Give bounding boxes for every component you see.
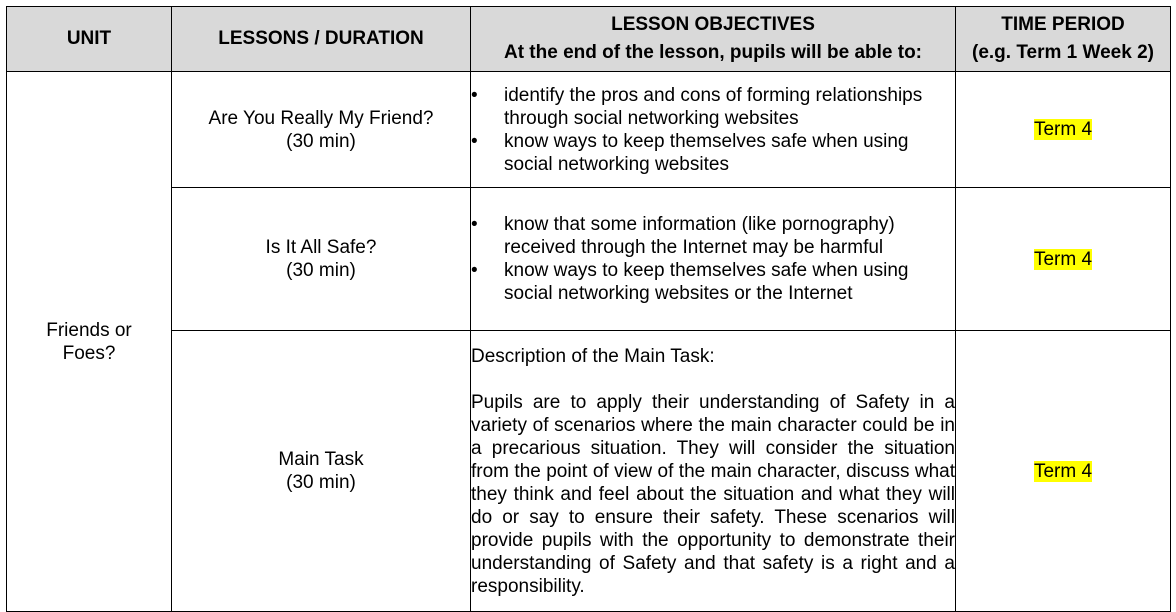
objective-item: • identify the pros and cons of forming … xyxy=(471,84,955,130)
header-time-period: TIME PERIOD (e.g. Term 1 Week 2) xyxy=(955,6,1171,72)
lesson-title: Is It All Safe? xyxy=(265,237,377,258)
lesson-cell: Is It All Safe? (30 min) xyxy=(171,187,471,331)
objective-text: know that some information (like pornogr… xyxy=(504,214,895,258)
lesson-duration: (30 min) xyxy=(286,260,356,281)
term-highlight: Term 4 xyxy=(1033,119,1093,140)
lesson-cell: Main Task (30 min) xyxy=(171,330,471,612)
main-task-heading: Description of the Main Task: xyxy=(471,345,715,367)
header-lessons: LESSONS / DURATION xyxy=(171,6,471,72)
lesson-cell: Are You Really My Friend? (30 min) xyxy=(171,71,471,188)
objective-text: know ways to keep themselves safe when u… xyxy=(504,260,909,304)
objective-item: • know ways to keep themselves safe when… xyxy=(471,130,955,176)
bullet-icon: • xyxy=(471,214,478,235)
objectives-cell: • know that some information (like porno… xyxy=(470,187,956,331)
term-highlight: Term 4 xyxy=(1033,248,1093,270)
objectives-list: • know that some information (like porno… xyxy=(471,213,955,305)
header-objectives-subtitle: At the end of the lesson, pupils will be… xyxy=(503,42,923,63)
main-task-description: Pupils are to apply their understanding … xyxy=(471,391,955,597)
objective-text: identify the pros and cons of forming re… xyxy=(504,84,923,129)
lesson-plan-table: UNIT LESSONS / DURATION LESSON OBJECTIVE… xyxy=(6,6,1171,612)
bullet-icon: • xyxy=(471,130,478,152)
unit-cell: Friends or Foes? xyxy=(6,71,172,612)
lesson-title: Are You Really My Friend? xyxy=(208,107,434,129)
table-row: Friends or Foes? Are You Really My Frien… xyxy=(6,71,1171,612)
header-time-title: TIME PERIOD xyxy=(1001,14,1125,35)
header-row: UNIT LESSONS / DURATION LESSON OBJECTIVE… xyxy=(6,6,1171,72)
term-cell: Term 4 xyxy=(955,330,1171,612)
term-highlight: Term 4 xyxy=(1033,460,1093,482)
main-task-cell: Description of the Main Task: Pupils are… xyxy=(470,330,956,612)
table-row: Is It All Safe? (30 min) • know that som… xyxy=(7,187,1171,331)
lesson-title: Main Task xyxy=(278,449,364,470)
objectives-cell: • identify the pros and cons of forming … xyxy=(470,71,956,188)
objectives-list: • identify the pros and cons of forming … xyxy=(471,84,955,176)
objective-item: • know ways to keep themselves safe when… xyxy=(471,259,955,305)
header-lessons-label: LESSONS / DURATION xyxy=(218,28,424,49)
lesson-duration: (30 min) xyxy=(286,472,356,493)
header-objectives-title: LESSON OBJECTIVES xyxy=(611,14,815,35)
lesson-duration: (30 min) xyxy=(286,130,356,152)
objective-text: know ways to keep themselves safe when u… xyxy=(504,130,909,175)
bullet-icon: • xyxy=(471,84,478,106)
unit-name-line2: Foes? xyxy=(62,342,116,364)
header-objectives: LESSON OBJECTIVES At the end of the less… xyxy=(470,6,956,72)
header-unit-label: UNIT xyxy=(66,28,112,49)
bullet-icon: • xyxy=(471,260,478,281)
header-unit: UNIT xyxy=(6,6,172,72)
header-time-example: (e.g. Term 1 Week 2) xyxy=(972,42,1154,63)
term-cell: Term 4 xyxy=(955,187,1171,331)
unit-name-line1: Friends or xyxy=(46,319,132,341)
objective-item: • know that some information (like porno… xyxy=(471,213,955,259)
term-cell: Term 4 xyxy=(955,71,1171,188)
table-row: Main Task (30 min) Description of the Ma… xyxy=(7,330,1171,612)
